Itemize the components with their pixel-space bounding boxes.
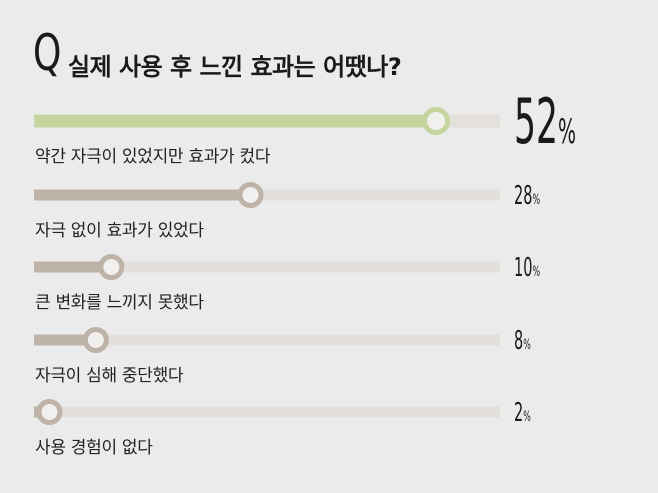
value-label: 52% [514, 91, 576, 153]
chart-title: 실제 사용 후 느낀 효과는 어땠나? [68, 53, 402, 81]
bar-end-knob [237, 182, 264, 208]
category-label: 자극 없이 효과가 있었다 [35, 221, 204, 241]
value-label: 28% [514, 183, 540, 209]
category-label: 자극이 심해 중단했다 [35, 366, 184, 386]
value-unit: % [523, 337, 531, 353]
value-number: 10 [514, 253, 533, 283]
value-label: 2% [514, 400, 531, 426]
bar-end-knob [98, 254, 125, 280]
value-unit: % [532, 192, 541, 208]
value-number: 28 [514, 181, 533, 211]
bar-track [250, 189, 500, 201]
value-label: 10% [514, 255, 540, 281]
bar-track [49, 406, 500, 418]
value-number: 8 [514, 326, 524, 356]
value-unit: % [558, 112, 577, 152]
value-unit: % [532, 264, 541, 280]
category-label: 약간 자극이 있었지만 효과가 컸다 [35, 147, 271, 167]
value-label: 8% [514, 328, 531, 354]
bar-track [111, 261, 501, 273]
bar-end-knob [422, 107, 451, 135]
bar [34, 261, 112, 273]
bar [34, 189, 251, 201]
bar [34, 334, 96, 346]
bar-track [436, 114, 500, 128]
bar-end-knob [36, 399, 63, 425]
bar [34, 114, 437, 128]
question-mark-letter: Q [33, 24, 62, 82]
value-number: 2 [514, 398, 524, 428]
bar-end-knob [82, 327, 109, 353]
value-unit: % [523, 409, 531, 425]
category-label: 큰 변화를 느끼지 못했다 [35, 293, 204, 313]
category-label: 사용 경험이 없다 [35, 438, 153, 458]
value-number: 52 [514, 85, 559, 158]
bar-track [95, 334, 500, 346]
